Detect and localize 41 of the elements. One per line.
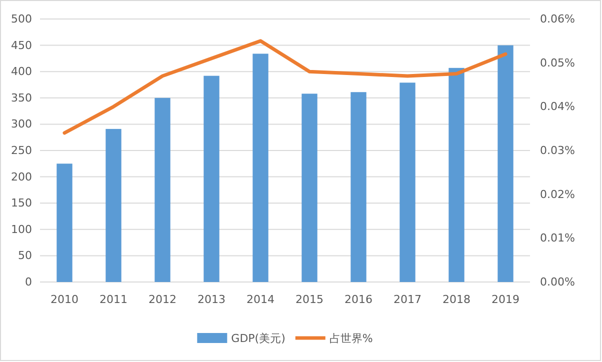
bar — [448, 68, 464, 282]
x-tick-label: 2011 — [100, 292, 128, 306]
y-tick-label: 500 — [11, 12, 32, 26]
y-tick-label: 300 — [11, 118, 32, 131]
y-tick-label: 450 — [11, 38, 32, 52]
x-tick-label: 2017 — [394, 292, 422, 306]
y2-tick-label: 0.02% — [540, 188, 575, 201]
bar — [154, 98, 170, 282]
x-tick-label: 2010 — [50, 292, 78, 306]
bar — [498, 45, 514, 282]
y-tick-label: 150 — [11, 196, 32, 210]
legend-label: GDP(美元) — [231, 332, 286, 345]
x-tick-label: 2019 — [492, 292, 520, 306]
legend-label: 占世界% — [329, 332, 373, 345]
x-tick-label: 2015 — [296, 292, 324, 306]
x-tick-label: 2013 — [198, 292, 226, 306]
y-tick-label: 100 — [11, 222, 32, 236]
x-tick-label: 2012 — [148, 292, 176, 306]
y-tick-label: 200 — [11, 170, 32, 184]
y-tick-label: 250 — [11, 144, 32, 158]
x-tick-label: 2016 — [344, 292, 372, 306]
y2-tick-label: 0.01% — [540, 232, 575, 245]
bar — [204, 76, 220, 282]
bar — [56, 164, 72, 282]
bar — [302, 94, 318, 282]
line-series — [62, 39, 508, 135]
y2-tick-label: 0.05% — [540, 56, 575, 70]
bar — [350, 92, 366, 282]
x-tick-label: 2018 — [442, 292, 470, 306]
y-tick-label: 50 — [18, 249, 32, 262]
y-tick-label: 350 — [11, 91, 32, 104]
y-tick-label: 400 — [11, 65, 32, 78]
x-tick-label: 2014 — [246, 292, 274, 306]
bar — [106, 128, 122, 282]
bar — [252, 54, 268, 282]
bar — [400, 82, 416, 282]
y2-tick-label: 0.03% — [540, 144, 575, 158]
y2-tick-label: 0.04% — [540, 100, 575, 114]
y-tick-label: 0 — [25, 276, 32, 289]
y2-tick-label: 0.00% — [540, 276, 575, 289]
y2-tick-label: 0.06% — [540, 12, 575, 26]
